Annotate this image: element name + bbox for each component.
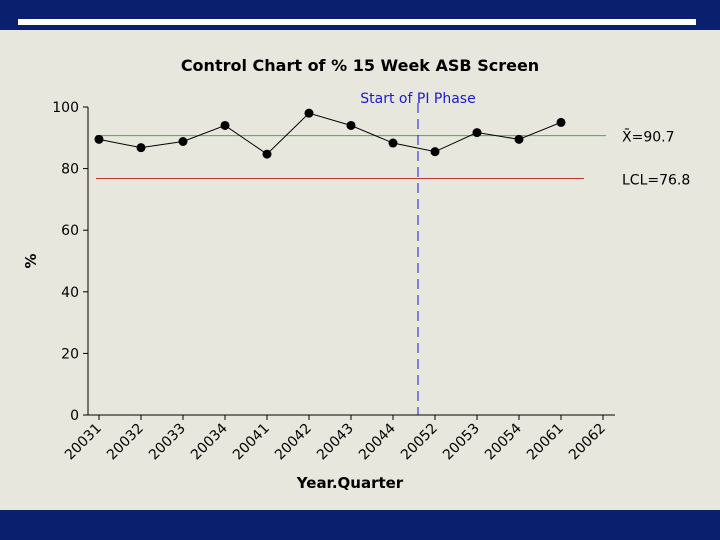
- data-point-20033: [178, 136, 188, 146]
- series-line-0: [98, 112, 562, 155]
- x-tick-label-20034: 20034: [188, 420, 231, 463]
- y-tick-label-40: 40: [61, 285, 79, 301]
- y-tick-label-100: 100: [52, 100, 79, 116]
- x-tick-label-20061: 20061: [524, 421, 567, 464]
- data-point-20032: [136, 143, 146, 153]
- x-tick-label-20043: 20043: [314, 421, 357, 464]
- data-point-20044: [388, 138, 398, 148]
- x-tick-label-20053: 20053: [440, 421, 483, 464]
- x-tick-label-20054: 20054: [482, 420, 525, 463]
- center-line-label: X̄=90.7: [622, 128, 675, 146]
- data-point-20061: [556, 117, 566, 127]
- y-tick-label-0: 0: [70, 408, 79, 424]
- data-point-20041: [262, 149, 272, 159]
- phase-marker-label: Start of PI Phase: [360, 91, 475, 107]
- x-axis-label: Year.Quarter: [296, 474, 404, 492]
- x-tick-label-20052: 20052: [398, 421, 441, 464]
- top-stripe: [18, 19, 696, 25]
- data-point-20043: [346, 120, 356, 130]
- y-tick-label-80: 80: [61, 162, 79, 178]
- chart-title: Control Chart of % 15 Week ASB Screen: [181, 56, 539, 75]
- data-point-20054: [514, 134, 524, 144]
- top-band: [0, 0, 720, 30]
- x-tick-label-20062: 20062: [566, 421, 609, 464]
- x-tick-label-20044: 20044: [356, 420, 399, 463]
- y-tick-label-60: 60: [61, 223, 79, 239]
- x-tick-label-20031: 20031: [62, 421, 105, 464]
- data-point-20031: [94, 134, 104, 144]
- data-point-20034: [220, 120, 230, 130]
- y-axis-label: %: [22, 253, 40, 268]
- y-tick-label-20: 20: [61, 346, 79, 362]
- data-point-20053: [472, 128, 482, 138]
- lcl-label: LCL=76.8: [622, 172, 690, 188]
- data-point-20052: [430, 147, 440, 157]
- x-tick-label-20042: 20042: [272, 421, 315, 464]
- data-point-20042: [304, 108, 314, 118]
- bottom-band: [0, 510, 720, 540]
- x-tick-label-20032: 20032: [104, 421, 147, 464]
- x-tick-label-20033: 20033: [146, 421, 189, 464]
- slide-background: [0, 30, 720, 510]
- x-tick-label-20041: 20041: [230, 421, 273, 464]
